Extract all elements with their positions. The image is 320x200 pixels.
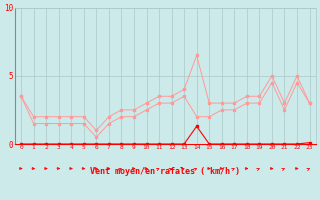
X-axis label: Vent moyen/en rafales ( km/h ): Vent moyen/en rafales ( km/h ) (90, 167, 240, 176)
